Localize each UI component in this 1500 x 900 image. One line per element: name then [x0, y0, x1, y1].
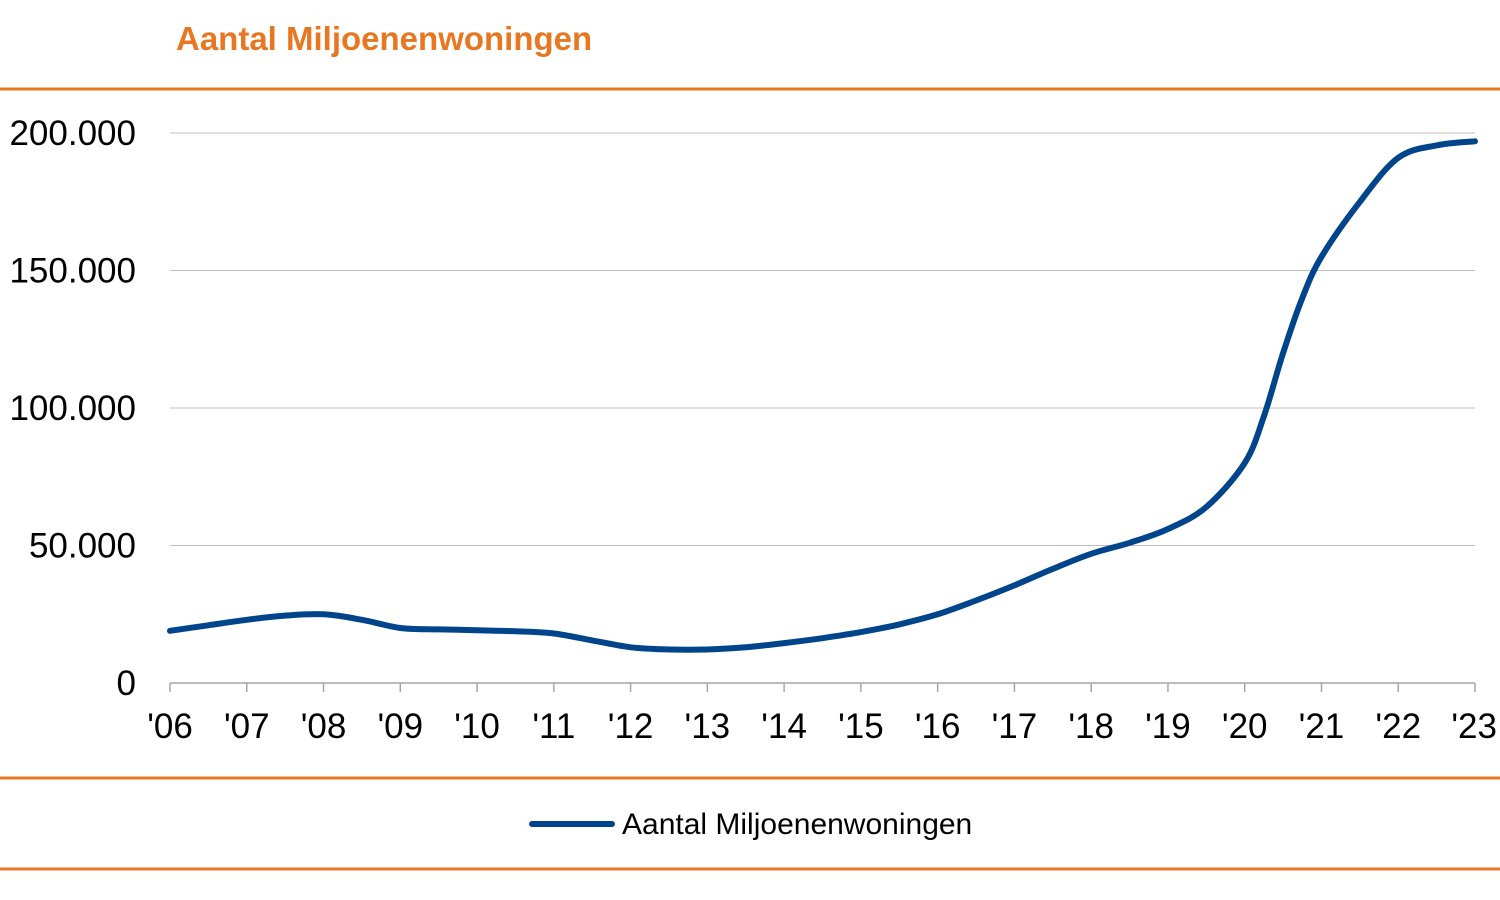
- x-tick-label: '15: [838, 707, 884, 746]
- x-tick-label: '20: [1222, 707, 1268, 746]
- legend: Aantal Miljoenenwoningen: [529, 808, 972, 841]
- legend-label: Aantal Miljoenenwoningen: [622, 808, 972, 841]
- x-tick-label: '18: [1068, 707, 1114, 746]
- x-tick-label: '07: [224, 707, 270, 746]
- y-tick-label: 200.000: [9, 114, 136, 153]
- x-tick-label: '19: [1145, 707, 1191, 746]
- y-tick-label: 50.000: [29, 527, 136, 566]
- x-tick-label: '06: [147, 707, 193, 746]
- gridlines: [170, 132, 1475, 546]
- x-axis: [169, 682, 1476, 692]
- x-tick-label: '10: [454, 707, 500, 746]
- x-tick-label: '21: [1299, 707, 1345, 746]
- x-tick-label: '12: [608, 707, 654, 746]
- x-tick-label: '13: [685, 707, 731, 746]
- x-tick-label: '17: [992, 707, 1038, 746]
- x-tick-label: '23: [1451, 707, 1497, 746]
- x-tick-label: '08: [301, 707, 347, 746]
- y-tick-label: 150.000: [9, 252, 136, 291]
- y-tick-label: 100.000: [9, 389, 136, 428]
- series-layer: [167, 138, 1478, 653]
- x-tick-label: '09: [377, 707, 423, 746]
- x-tick-label: '22: [1375, 707, 1421, 746]
- x-tick-label: '14: [761, 707, 807, 746]
- y-tick-label: 0: [117, 664, 136, 703]
- x-axis-labels: '06 '07 '08 '09 '10 '11 '12 '13 '14 '15 '16 '17 '18 '…: [147, 707, 1497, 746]
- chart-title: Aantal Miljoenenwoningen: [176, 20, 593, 57]
- x-tick-label: '11: [532, 707, 575, 746]
- series-line: [167, 138, 1478, 653]
- y-axis-labels: 0 50.000 100.000 150.000 200.000: [9, 114, 136, 703]
- x-tick-label: '16: [915, 707, 961, 746]
